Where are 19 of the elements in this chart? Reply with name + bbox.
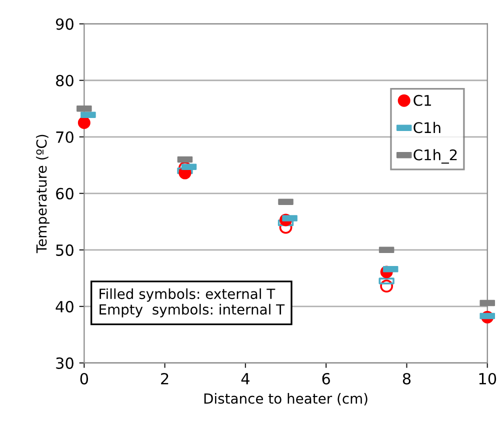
legend-label: C1h — [414, 122, 440, 134]
x-tick-label: 10 — [479, 372, 496, 384]
y-tick-label: 60 — [56, 188, 74, 200]
x-tick-label: 2 — [161, 372, 168, 384]
legend-label: C1 — [414, 94, 431, 106]
y-axis-title: Temperature (ºC) — [36, 134, 50, 254]
x-tick-label: 6 — [322, 372, 330, 384]
y-tick-label: 90 — [56, 18, 74, 30]
annotation: Filled symbols: external T Empty symbols: internal T — [100, 288, 285, 318]
x-tick-label: 0 — [80, 372, 88, 384]
y-tick-label: 40 — [56, 300, 74, 312]
y-tick-label: 50 — [56, 244, 74, 256]
x-tick-label: 4 — [241, 373, 250, 384]
x-axis-title: Distance to heater (cm) — [204, 393, 368, 406]
y-tick-label: 70 — [56, 131, 74, 143]
x-tick-label: 8 — [402, 372, 411, 384]
legend-label: C1h_2 — [414, 149, 457, 164]
y-tick-label: 30 — [56, 357, 74, 369]
y-tick-label: 80 — [56, 74, 74, 86]
